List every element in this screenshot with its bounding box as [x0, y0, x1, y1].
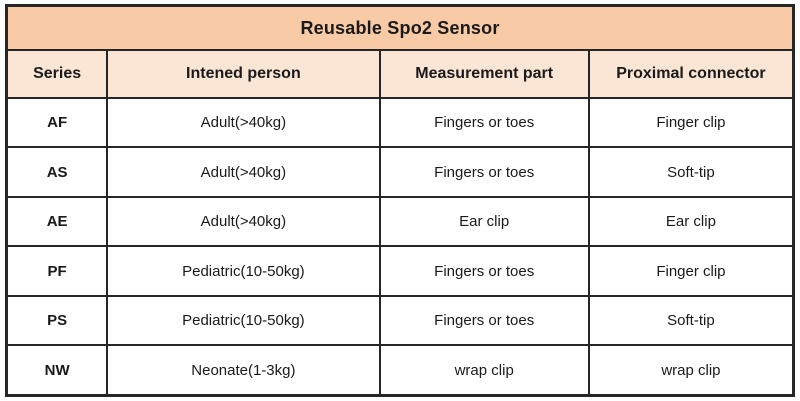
cell-person: Adult(>40kg) — [106, 96, 381, 149]
column-header-person: Intened person — [106, 49, 381, 99]
cell-connector: Ear clip — [587, 195, 795, 248]
spo2-sensor-table: Reusable Spo2 Sensor Series Intened pers… — [5, 4, 795, 397]
table-row: PF Pediatric(10-50kg) Fingers or toes Fi… — [5, 245, 795, 297]
cell-connector: Soft-tip — [587, 146, 795, 198]
column-header-part: Measurement part — [378, 49, 590, 99]
cell-series: AF — [5, 96, 109, 149]
cell-series: PF — [5, 245, 109, 297]
cell-series: NW — [5, 344, 109, 397]
column-header-series: Series — [5, 49, 109, 99]
cell-connector: wrap clip — [587, 344, 795, 397]
table-row: NW Neonate(1-3kg) wrap clip wrap clip — [5, 344, 795, 397]
cell-part: Fingers or toes — [378, 96, 590, 149]
cell-series: PS — [5, 294, 109, 347]
cell-part: Fingers or toes — [378, 146, 590, 198]
table-row: AF Adult(>40kg) Fingers or toes Finger c… — [5, 96, 795, 149]
column-header-connector: Proximal connector — [587, 49, 795, 99]
cell-person: Pediatric(10-50kg) — [106, 245, 381, 297]
cell-part: wrap clip — [378, 344, 590, 397]
table-title-row: Reusable Spo2 Sensor — [5, 4, 795, 51]
cell-series: AS — [5, 146, 109, 198]
cell-connector: Finger clip — [587, 245, 795, 297]
cell-part: Fingers or toes — [378, 294, 590, 347]
cell-part: Fingers or toes — [378, 245, 590, 297]
table-header-row: Series Intened person Measurement part P… — [5, 49, 795, 99]
cell-connector: Soft-tip — [587, 294, 795, 347]
table-row: AS Adult(>40kg) Fingers or toes Soft-tip — [5, 146, 795, 198]
cell-person: Adult(>40kg) — [106, 146, 381, 198]
cell-person: Adult(>40kg) — [106, 195, 381, 248]
cell-connector: Finger clip — [587, 96, 795, 149]
table-row: AE Adult(>40kg) Ear clip Ear clip — [5, 195, 795, 248]
table-row: PS Pediatric(10-50kg) Fingers or toes So… — [5, 294, 795, 347]
cell-person: Neonate(1-3kg) — [106, 344, 381, 397]
cell-person: Pediatric(10-50kg) — [106, 294, 381, 347]
table-title: Reusable Spo2 Sensor — [5, 4, 795, 51]
cell-series: AE — [5, 195, 109, 248]
cell-part: Ear clip — [378, 195, 590, 248]
